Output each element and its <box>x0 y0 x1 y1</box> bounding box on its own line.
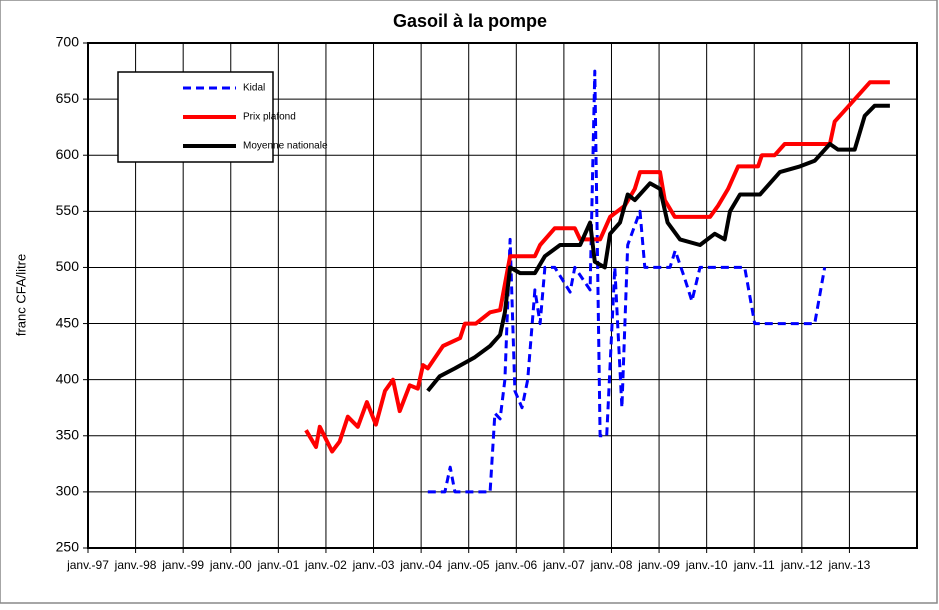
x-tick-label: janv.-00 <box>209 558 252 572</box>
x-tick-label: janv.-12 <box>780 558 823 572</box>
y-tick-label: 550 <box>56 202 80 218</box>
x-tick-label: janv.-10 <box>685 558 728 572</box>
series-line <box>426 103 890 393</box>
chart-title: Gasoil à la pompe <box>393 11 547 31</box>
y-tick-label: 400 <box>56 370 80 386</box>
x-tick-label: janv.-06 <box>494 558 537 572</box>
y-tick-label: 700 <box>56 34 80 50</box>
x-tick-label: janv.-99 <box>161 558 204 572</box>
x-tick-label: janv.-05 <box>447 558 490 572</box>
series-line <box>304 80 890 454</box>
x-tick-label: janv.-09 <box>637 558 680 572</box>
y-tick-label: 600 <box>56 146 80 162</box>
y-axis-label: franc CFA/litre <box>13 254 28 336</box>
x-tick-label: janv.-02 <box>304 558 347 572</box>
x-tick-label: janv.-04 <box>399 558 442 572</box>
y-tick-label: 300 <box>56 483 80 499</box>
legend-label: Prix plafond <box>243 112 296 123</box>
x-tick-label: janv.-11 <box>733 558 775 572</box>
x-tick-label: janv.-13 <box>828 558 871 572</box>
x-tick-label: janv.-97 <box>66 558 109 572</box>
plot-frame <box>87 42 918 549</box>
y-tick-label: 650 <box>56 90 80 106</box>
y-tick-label: 250 <box>56 539 80 555</box>
x-tick-label: janv.-01 <box>256 558 299 572</box>
x-tick-label: janv.-08 <box>590 558 633 572</box>
legend-label: Moyenne nationale <box>243 141 328 152</box>
legend-label: Kidal <box>243 83 265 94</box>
y-tick-label: 500 <box>56 258 80 274</box>
series-line <box>427 69 827 494</box>
x-tick-label: janv.-98 <box>114 558 157 572</box>
y-tick-label: 450 <box>56 314 80 330</box>
x-tick-label: janv.-07 <box>542 558 585 572</box>
y-tick-label: 350 <box>56 426 80 442</box>
x-tick-label: janv.-03 <box>352 558 395 572</box>
